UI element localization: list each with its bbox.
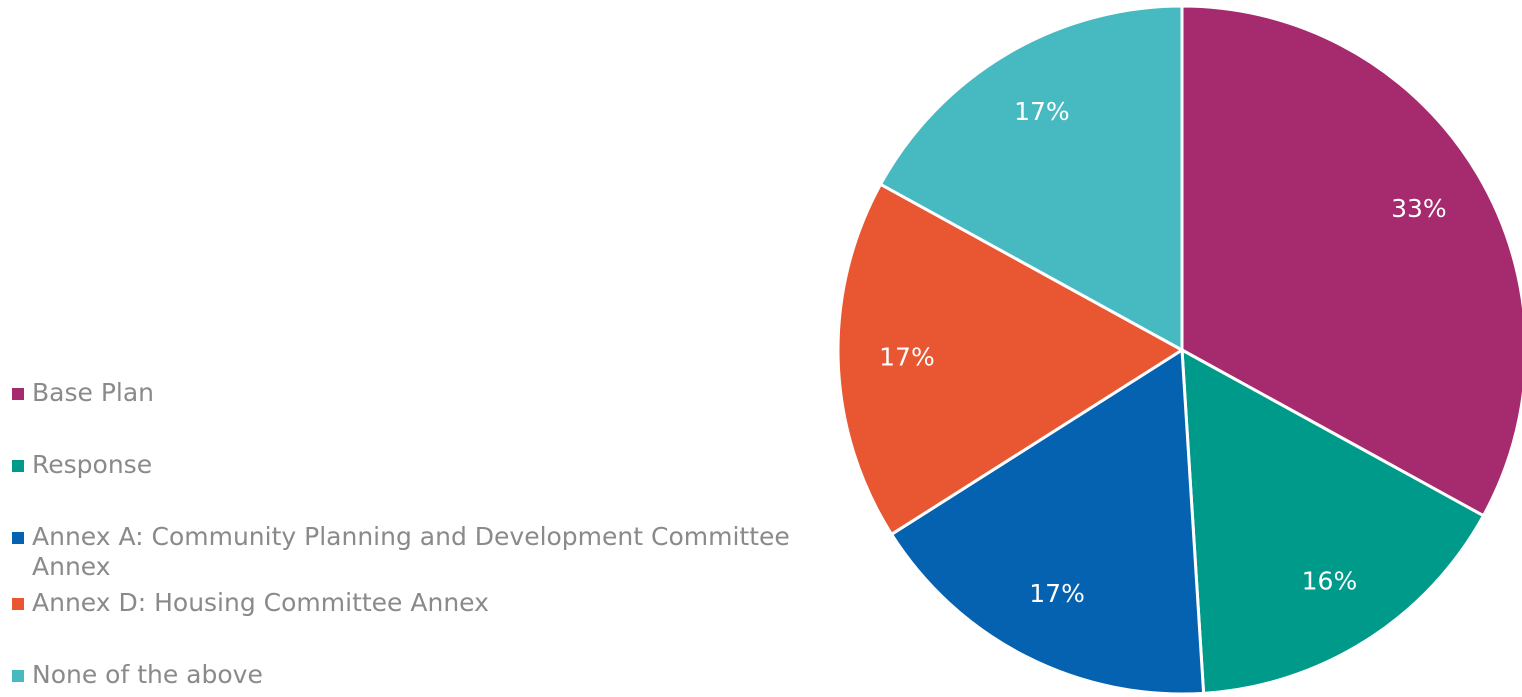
data-label: 17% (1014, 97, 1070, 126)
legend-item: None of the above (12, 660, 842, 690)
legend-swatch (12, 670, 24, 682)
data-label: 17% (1029, 579, 1085, 608)
pie-slice (878, 4, 1184, 353)
pie-slice (889, 347, 1206, 696)
legend-item: Response (12, 450, 842, 480)
legend-label: Annex D: Housing Committee Annex (32, 588, 489, 617)
legend-item: Annex D: Housing Committee Annex (12, 588, 842, 618)
legend-swatch (12, 598, 24, 610)
legend-label: Base Plan (32, 378, 155, 407)
data-label: 33% (1391, 194, 1447, 223)
legend-label: None of the above (32, 660, 263, 689)
data-label: 17% (879, 343, 935, 372)
pie-slice (836, 182, 1185, 537)
pie-slice (1180, 4, 1522, 518)
legend-item: Annex A: Community Planning and Developm… (12, 522, 842, 582)
legend: Base Plan Response Annex A: Community Plan… (12, 378, 842, 690)
legend-swatch (12, 532, 24, 544)
legend-item: Base Plan (12, 378, 842, 408)
legend-label: Response (32, 450, 153, 479)
data-label: 16% (1302, 566, 1358, 595)
legend-swatch (12, 460, 24, 472)
legend-swatch (12, 388, 24, 400)
pie-slice (1180, 347, 1486, 695)
legend-label: Annex A: Community Planning and Developm… (32, 522, 790, 581)
